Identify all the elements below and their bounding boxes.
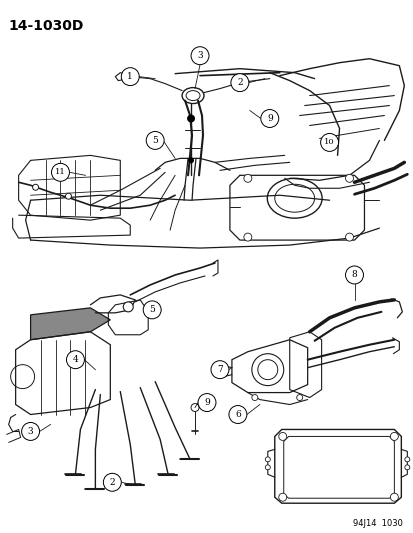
Circle shape xyxy=(211,361,228,378)
Circle shape xyxy=(190,47,209,64)
Circle shape xyxy=(251,394,257,400)
Text: 8: 8 xyxy=(351,270,356,279)
Circle shape xyxy=(187,115,195,123)
Text: 4: 4 xyxy=(72,355,78,364)
Circle shape xyxy=(33,184,38,190)
Text: 9: 9 xyxy=(266,114,272,123)
Circle shape xyxy=(21,423,40,440)
Circle shape xyxy=(345,233,353,241)
Circle shape xyxy=(197,393,216,411)
Circle shape xyxy=(188,157,194,163)
Circle shape xyxy=(260,109,278,127)
Text: 2: 2 xyxy=(237,78,242,87)
Text: 9: 9 xyxy=(204,398,209,407)
Text: 5: 5 xyxy=(149,305,155,314)
Text: 94J14  1030: 94J14 1030 xyxy=(353,519,402,528)
Text: 3: 3 xyxy=(28,427,33,436)
Polygon shape xyxy=(31,308,110,340)
Circle shape xyxy=(230,74,248,92)
Circle shape xyxy=(404,465,409,470)
Text: 11: 11 xyxy=(55,168,66,176)
Circle shape xyxy=(123,302,133,312)
Text: 7: 7 xyxy=(216,365,222,374)
Circle shape xyxy=(265,457,270,462)
Circle shape xyxy=(278,493,286,501)
Text: 10: 10 xyxy=(323,139,334,147)
Circle shape xyxy=(243,174,251,182)
Circle shape xyxy=(143,301,161,319)
Circle shape xyxy=(389,493,397,501)
Circle shape xyxy=(320,133,338,151)
Circle shape xyxy=(296,394,302,400)
Circle shape xyxy=(265,465,270,470)
Circle shape xyxy=(190,403,199,411)
Circle shape xyxy=(243,233,251,241)
Text: 1: 1 xyxy=(127,72,133,81)
Circle shape xyxy=(65,193,71,199)
Circle shape xyxy=(51,163,69,181)
Text: 3: 3 xyxy=(197,51,202,60)
Circle shape xyxy=(345,174,353,182)
Circle shape xyxy=(66,351,84,369)
Circle shape xyxy=(146,132,164,149)
Circle shape xyxy=(404,457,409,462)
Circle shape xyxy=(278,432,286,440)
Circle shape xyxy=(121,68,139,86)
Circle shape xyxy=(345,266,363,284)
Text: 6: 6 xyxy=(235,410,240,419)
Text: 2: 2 xyxy=(109,478,115,487)
Text: 5: 5 xyxy=(152,136,158,145)
Circle shape xyxy=(103,473,121,491)
Circle shape xyxy=(228,406,246,424)
Circle shape xyxy=(389,432,397,440)
Text: 14-1030D: 14-1030D xyxy=(9,19,84,33)
